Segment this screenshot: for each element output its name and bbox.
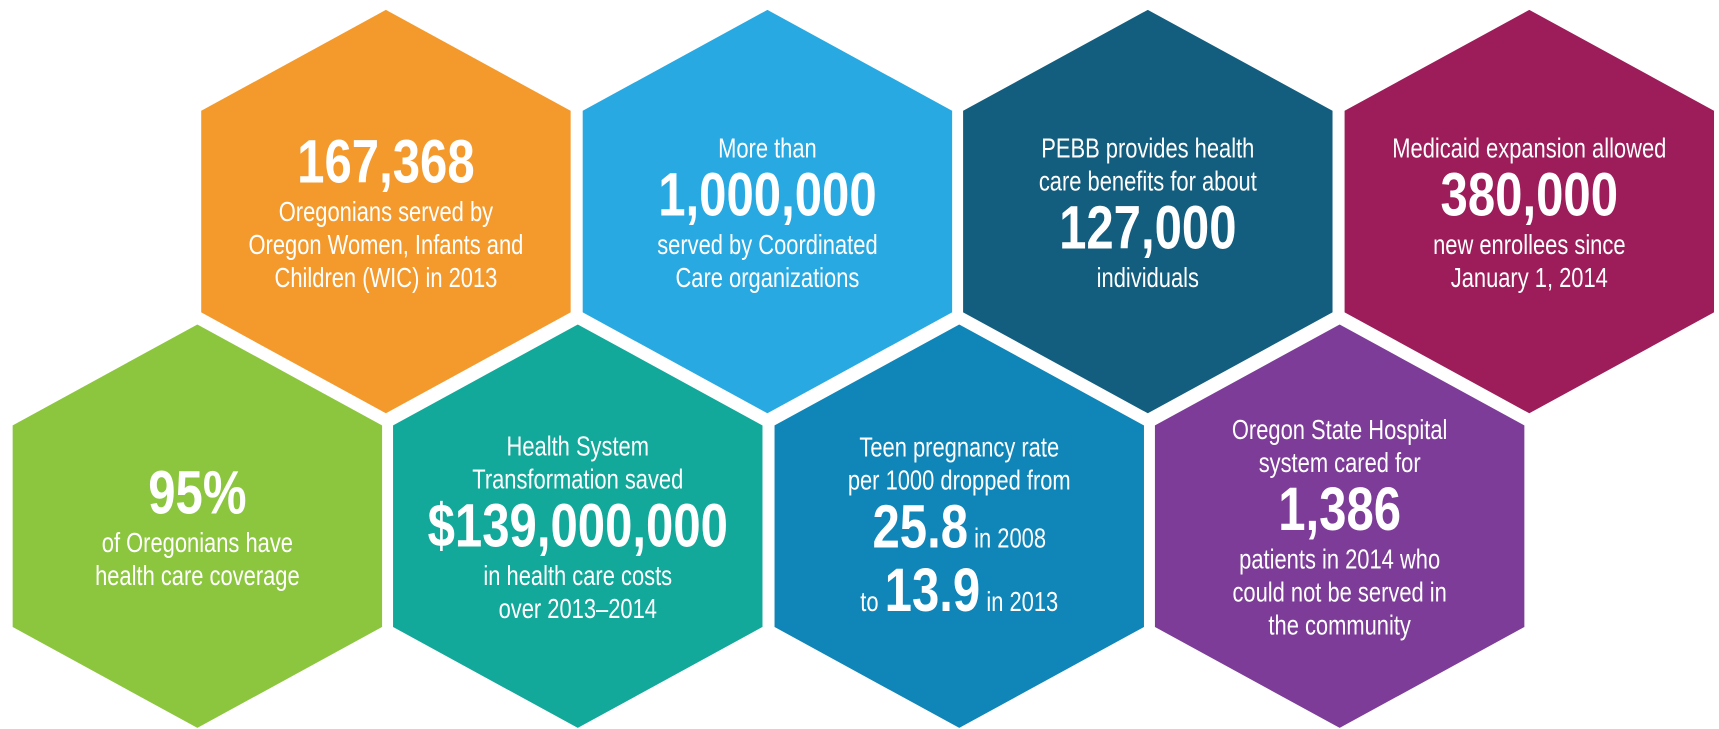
stat-line: 1,000,000 <box>658 160 876 228</box>
stat-text: Oregonians served by <box>279 198 494 228</box>
stat-text: January 1, 2014 <box>1451 264 1608 294</box>
stat-text: Oregon State Hospital <box>1232 416 1448 446</box>
stat-figure: 25.8 <box>872 492 968 560</box>
stat-text: More than <box>718 134 817 164</box>
stat-line: 95% <box>148 458 246 526</box>
stat-line: patients in 2014 who <box>1239 545 1440 575</box>
stat-line: 1,386 <box>1278 475 1401 543</box>
stat-line: new enrollees since <box>1433 231 1625 261</box>
stat-line: of Oregonians have <box>102 529 293 559</box>
stat-line: 127,000 <box>1059 193 1236 261</box>
stat-line: Oregon Women, Infants and <box>249 231 524 261</box>
stat-text: Children (WIC) in 2013 <box>275 264 498 294</box>
stat-figure: $139,000,000 <box>428 491 728 559</box>
stat-figure: 380,000 <box>1441 160 1618 228</box>
stat-text: health care coverage <box>95 562 300 592</box>
stat-text: could not be served in <box>1232 578 1446 608</box>
stat-line: Oregon State Hospital <box>1232 416 1448 446</box>
stat-figure: 13.9 <box>885 556 981 624</box>
stat-text: Transformation saved <box>472 465 683 495</box>
stat-figure: 95% <box>148 458 246 526</box>
stat-text: per 1000 dropped from <box>848 466 1071 496</box>
stat-text: Medicaid expansion allowed <box>1392 134 1666 164</box>
stat-line: PEBB provides health <box>1041 134 1254 164</box>
stat-line: per 1000 dropped from <box>848 466 1071 496</box>
stat-line: Health System <box>507 432 649 462</box>
stat-text: care benefits for about <box>1039 167 1257 197</box>
stat-text: Care organizations <box>675 264 859 294</box>
stat-text: Oregon Women, Infants and <box>249 231 524 261</box>
stat-line: system cared for <box>1259 449 1421 479</box>
stat-line: Medicaid expansion allowed <box>1392 134 1666 164</box>
stat-line: More than <box>718 134 817 164</box>
stat-line: the community <box>1268 611 1411 641</box>
stat-text: over 2013–2014 <box>499 595 658 625</box>
stat-text: the community <box>1268 611 1411 641</box>
stat-text: Teen pregnancy rate <box>859 434 1059 464</box>
stat-figure: 127,000 <box>1059 193 1236 261</box>
stat-text: individuals <box>1097 264 1199 294</box>
hexagon <box>1147 315 1533 729</box>
hexagon <box>1336 1 1719 423</box>
stat-line: January 1, 2014 <box>1451 264 1608 294</box>
stat-line: in health care costs <box>483 562 672 592</box>
stat-line: individuals <box>1097 264 1199 294</box>
stat-text: of Oregonians have <box>102 529 293 559</box>
stat-line: care benefits for about <box>1039 167 1257 197</box>
stat-line: 380,000 <box>1441 160 1618 228</box>
hexagon <box>955 1 1341 423</box>
stat-line: Care organizations <box>675 264 859 294</box>
stat-text: to <box>860 588 884 618</box>
stat-line: $139,000,000 <box>428 491 728 559</box>
stat-line: health care coverage <box>95 562 300 592</box>
stat-figure: 167,368 <box>297 127 474 195</box>
stat-line: Transformation saved <box>472 465 683 495</box>
stat-line: Oregonians served by <box>279 198 494 228</box>
hexagon <box>193 1 579 423</box>
stat-text: Health System <box>507 432 649 462</box>
stat-figure: 1,386 <box>1278 475 1401 543</box>
stat-text: new enrollees since <box>1433 231 1625 261</box>
stat-line: Children (WIC) in 2013 <box>275 264 498 294</box>
stat-line: could not be served in <box>1232 578 1446 608</box>
stat-text: in health care costs <box>483 562 672 592</box>
stat-text: PEBB provides health <box>1041 134 1254 164</box>
stat-line: to 13.9 in 2013 <box>860 556 1058 624</box>
stat-line: 167,368 <box>297 127 474 195</box>
stat-figure: 1,000,000 <box>658 160 876 228</box>
hexagon <box>385 315 771 729</box>
stat-text: in 2013 <box>980 588 1058 618</box>
stat-line: Teen pregnancy rate <box>859 434 1059 464</box>
stat-line: served by Coordinated <box>657 231 877 261</box>
stat-line: 25.8 in 2008 <box>872 492 1046 560</box>
stat-text: system cared for <box>1259 449 1421 479</box>
stat-line: over 2013–2014 <box>499 595 658 625</box>
stat-text: served by Coordinated <box>657 231 877 261</box>
stat-text: in 2008 <box>968 524 1046 554</box>
stat-text: patients in 2014 who <box>1239 545 1440 575</box>
